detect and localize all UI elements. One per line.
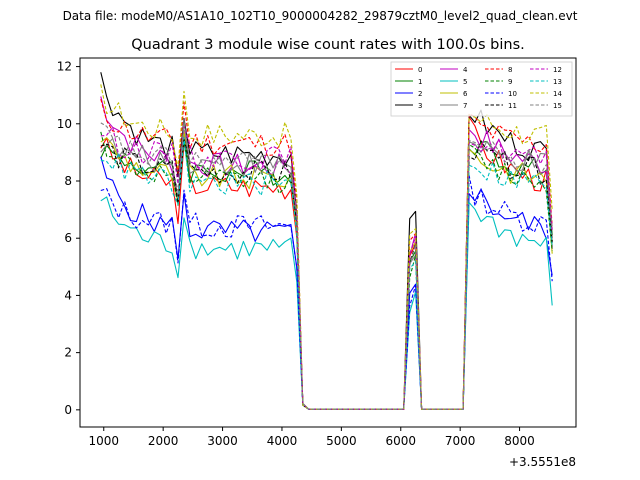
x-tick-label: 7000 [445, 434, 476, 448]
y-tick-label: 0 [64, 403, 72, 417]
legend-label-8: 8 [508, 66, 512, 74]
legend-label-12: 12 [553, 66, 562, 74]
series-line-13 [100, 136, 553, 410]
legend-label-2: 2 [418, 90, 422, 98]
series-layer [100, 72, 553, 410]
legend-label-7: 7 [463, 102, 467, 110]
y-axis: 0 2 4 6 8 10 12 [57, 60, 80, 417]
plot-area: 1000 2000 3000 4000 5000 6000 7000 8000 0246810… [57, 57, 577, 469]
legend-label-14: 14 [553, 90, 562, 98]
figure-suptitle: Data file: modeM0/AS1A10_102T10_90000042… [63, 9, 578, 23]
x-tick-label: 8000 [504, 434, 535, 448]
y-tick-label: 4 [64, 288, 72, 302]
series-line-9 [100, 131, 553, 410]
series-line-12 [100, 125, 553, 410]
x-tick-label: 5000 [326, 434, 357, 448]
legend-label-1: 1 [418, 78, 422, 86]
series-line-11 [100, 137, 553, 410]
legend-label-10: 10 [508, 90, 517, 98]
x-tick-label: 3000 [207, 434, 238, 448]
x-axis: 1000 2000 3000 4000 5000 6000 7000 8000 [88, 427, 535, 448]
x-tick-label: 2000 [148, 434, 179, 448]
legend-label-3: 3 [418, 102, 422, 110]
y-tick-label: 12 [57, 60, 72, 74]
chart-title: Quadrant 3 module wise count rates with … [131, 37, 525, 53]
legend-label-13: 13 [553, 78, 562, 86]
x-tick-label: 4000 [267, 434, 298, 448]
x-tick-label: 1000 [88, 434, 119, 448]
legend-label-5: 5 [463, 78, 467, 86]
axes-frame [79, 57, 577, 428]
legend-box [390, 61, 573, 117]
y-tick-label: 10 [57, 117, 72, 131]
legend-label-6: 6 [463, 90, 468, 98]
legend-label-11: 11 [508, 102, 517, 110]
x-axis-offset-label: +3.5551e8 [509, 455, 576, 469]
legend-label-4: 4 [463, 66, 468, 74]
y-tick-label: 6 [64, 231, 72, 245]
legend-label-0: 0 [418, 66, 422, 74]
y-tick-label: 2 [64, 346, 72, 360]
legend-label-15: 15 [553, 102, 562, 110]
legend-label-9: 9 [508, 78, 512, 86]
y-tick-label: 8 [64, 174, 72, 188]
x-tick-label: 6000 [385, 434, 416, 448]
